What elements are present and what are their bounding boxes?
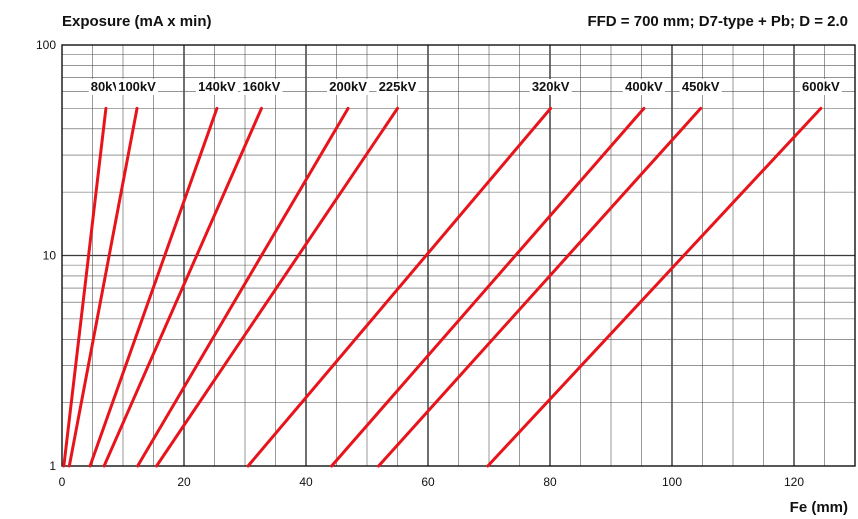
series-line-160kv — [102, 106, 263, 468]
series-label-bg — [327, 79, 370, 95]
series-line-200kv — [136, 106, 350, 468]
y-tick-label: 100 — [36, 38, 56, 52]
x-tick-label: 20 — [177, 475, 191, 489]
series-label-bg — [622, 79, 665, 95]
series-lines — [62, 106, 823, 468]
series-label-bg — [116, 79, 159, 95]
series-label-100kv: 100kV — [118, 79, 156, 94]
series-label-320kv: 320kV — [532, 79, 570, 94]
series-line-140kv — [88, 106, 219, 468]
chart-title-right: FFD = 700 mm; D7-type + Pb; D = 2.0 — [587, 13, 848, 30]
grid — [62, 45, 855, 466]
x-tick-label: 80 — [543, 475, 557, 489]
x-tick-label: 120 — [784, 475, 804, 489]
series-line-400kv — [330, 106, 646, 468]
series-label-200kv: 200kV — [329, 79, 367, 94]
series-label-80kv: 80kV — [91, 79, 122, 94]
series-label-bg — [240, 79, 283, 95]
series-line-600kv — [486, 106, 823, 468]
plot-frame — [61, 44, 856, 467]
series-line-320kv — [246, 106, 553, 468]
series-label-bg — [88, 79, 124, 95]
series-label-bg — [195, 79, 238, 95]
series-label-400kv: 400kV — [625, 79, 663, 94]
x-tick-label: 40 — [299, 475, 313, 489]
y-tick-label: 1 — [49, 459, 56, 473]
series-label-bg — [376, 79, 419, 95]
plot-border — [61, 44, 856, 467]
x-tick-label: 60 — [421, 475, 435, 489]
series-line-80kv — [62, 106, 108, 468]
series-label-600kv: 600kV — [802, 79, 840, 94]
series-label-bg — [529, 79, 572, 95]
chart-title-left: Exposure (mA x min) — [62, 13, 211, 30]
series-label-bg — [679, 79, 722, 95]
x-tick-label: 0 — [59, 475, 66, 489]
series-line-100kv — [67, 106, 139, 468]
series-label-225kv: 225kV — [379, 79, 417, 94]
series-label-160kv: 160kV — [243, 79, 281, 94]
series-line-450kv — [377, 106, 703, 468]
y-tick-label: 10 — [43, 249, 57, 263]
series-label-140kv: 140kV — [198, 79, 236, 94]
series-label-bg — [799, 79, 842, 95]
series-label-450kv: 450kV — [682, 79, 720, 94]
x-axis-label: Fe (mm) — [790, 499, 848, 516]
series-line-225kv — [155, 106, 399, 468]
x-tick-label: 100 — [662, 475, 682, 489]
